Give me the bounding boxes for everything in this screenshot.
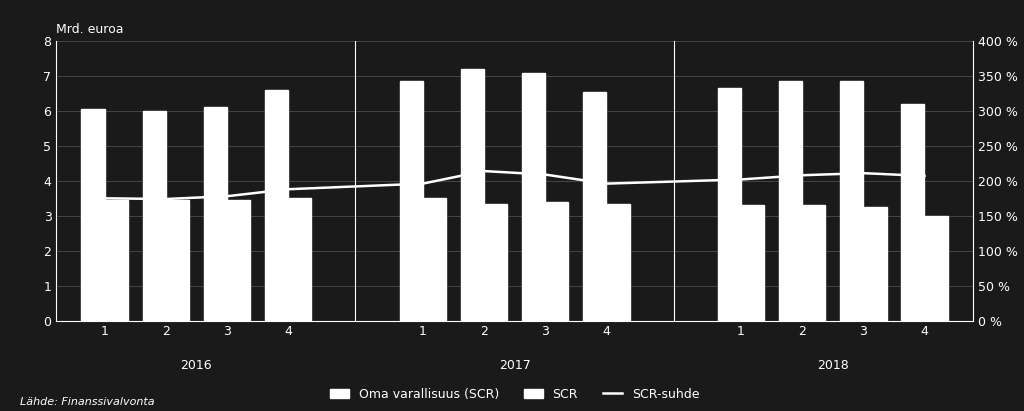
Bar <box>288 199 311 321</box>
Bar <box>142 111 166 321</box>
Bar <box>925 216 948 321</box>
Bar <box>522 73 545 321</box>
Bar <box>484 203 507 321</box>
Bar <box>204 108 227 321</box>
Text: 2017: 2017 <box>499 360 530 372</box>
Text: 2018: 2018 <box>817 360 849 372</box>
Bar <box>802 206 825 321</box>
Bar <box>718 88 741 321</box>
Bar <box>840 81 863 321</box>
Bar <box>583 92 606 321</box>
Bar <box>545 202 568 321</box>
Bar <box>423 199 446 321</box>
Bar <box>461 69 484 321</box>
Bar <box>81 109 104 321</box>
Text: Lähde: Finanssivalvonta: Lähde: Finanssivalvonta <box>20 397 155 407</box>
Legend: Oma varallisuus (SCR), SCR, SCR-suhde: Oma varallisuus (SCR), SCR, SCR-suhde <box>325 383 705 406</box>
Bar <box>741 206 764 321</box>
Bar <box>399 81 423 321</box>
Text: Mrd. euroa: Mrd. euroa <box>56 23 124 35</box>
Bar <box>606 203 630 321</box>
Bar <box>779 81 802 321</box>
Bar <box>265 90 288 321</box>
Bar <box>863 207 887 321</box>
Bar <box>901 104 925 321</box>
Bar <box>166 200 189 321</box>
Bar <box>227 200 250 321</box>
Text: 2016: 2016 <box>180 360 212 372</box>
Bar <box>104 200 128 321</box>
